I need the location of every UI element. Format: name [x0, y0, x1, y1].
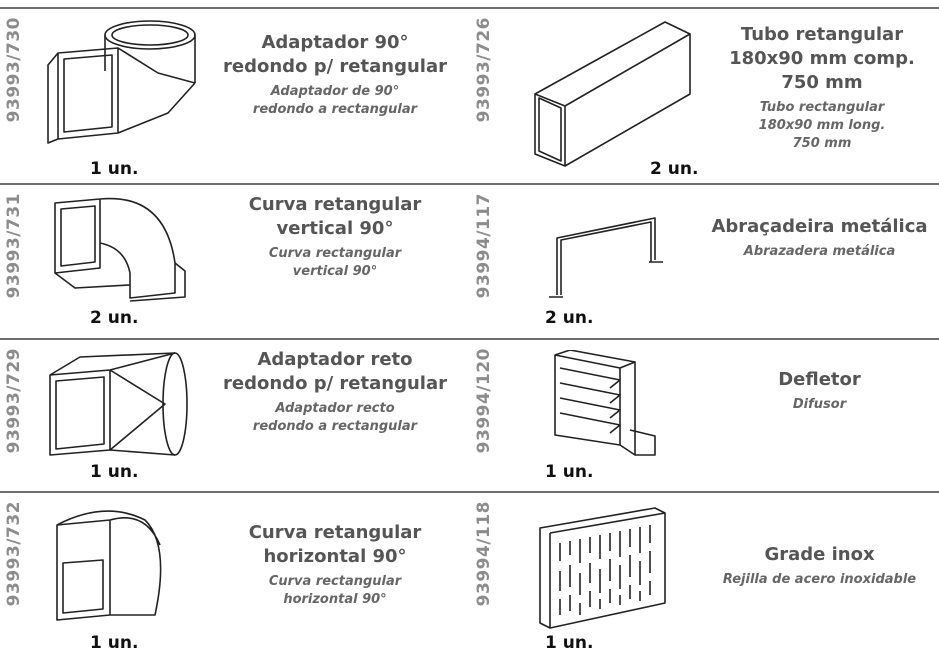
quantity: 1 un. [90, 462, 139, 482]
product-text: Curva retangular horizontal 90° Curva rect… [220, 521, 450, 609]
subtitle-line: redondo a rectangular [252, 102, 418, 117]
product-image [554, 350, 656, 456]
title-line: redondo p/ retangular [223, 373, 447, 394]
subtitle-line: Adaptador recto [275, 401, 395, 416]
product-code: 93994/117 [474, 193, 494, 299]
subtitle-line: 180x90 mm long. [758, 118, 886, 133]
product-text: Adaptador 90° redondo p/ retangular Adapta… [220, 31, 450, 119]
product-image [54, 197, 186, 302]
title-line: Grade inox [764, 544, 875, 565]
subtitle-line: Abrazadera metálica [743, 244, 896, 259]
quantity: 2 un. [650, 159, 699, 179]
title-line: horizontal 90° [263, 546, 407, 567]
product-cell: 93993/732 1 un. Curva retangular horizontal… [0, 493, 469, 660]
product-text: Adaptador reto redondo p/ retangular Adapt… [220, 348, 450, 436]
product-cell: 93994/117 2 un. Abraçadeira metálica Abraza… [470, 185, 939, 338]
title-line: Curva retangular [248, 194, 422, 215]
title-line: Curva retangular [248, 522, 422, 543]
divider [0, 7, 939, 9]
title-line: 180x90 mm comp. [729, 48, 915, 69]
title-line: 750 mm [781, 72, 863, 93]
quantity: 1 un. [545, 633, 594, 653]
subtitle-line: Curva rectangular [268, 574, 402, 589]
product-cell: 93993/730 1 un. Adaptador 90° redondo p/ re… [0, 9, 469, 183]
title-line: Defletor [778, 369, 861, 390]
product-image [56, 510, 162, 621]
product-image [539, 507, 666, 629]
product-code: 93994/120 [474, 348, 494, 454]
title-line: redondo p/ retangular [223, 56, 447, 77]
quantity: 2 un. [545, 308, 594, 328]
title-line: Tubo retangular [740, 24, 904, 45]
quantity: 1 un. [545, 462, 594, 482]
subtitle-line: Tubo rectangular [759, 100, 885, 115]
divider [0, 183, 939, 185]
subtitle-line: horizontal 90° [283, 592, 387, 607]
product-text: Tubo retangular 180x90 mm comp. 750 mm Tubo… [705, 23, 939, 153]
subtitle-line: Rejilla de acero inoxidable [722, 572, 917, 587]
product-text: Abraçadeira metálica Abrazadera metálica [700, 215, 939, 261]
product-cell: 93993/726 2 un. Tubo retangular 180x90 mm c… [470, 9, 939, 183]
product-text: Grade inox Rejilla de acero inoxidable [700, 543, 939, 589]
product-image [549, 217, 663, 298]
product-image [49, 352, 188, 456]
product-image [534, 21, 691, 167]
product-code: 93993/726 [474, 17, 494, 123]
title-line: Abraçadeira metálica [711, 216, 928, 237]
product-text: Curva retangular vertical 90° Curva rectan… [220, 193, 450, 281]
subtitle-line: 750 mm [792, 136, 852, 151]
subtitle-line: vertical 90° [292, 264, 378, 279]
product-code: 93993/731 [4, 193, 24, 299]
product-cell: 93994/120 1 un. Defletor Difusor [470, 340, 939, 491]
subtitle-line: Adaptador de 90° [270, 84, 400, 99]
subtitle-line: redondo a rectangular [252, 419, 418, 434]
product-cell: 93993/731 2 un. Curva retangular vertical 9… [0, 185, 469, 338]
subtitle-line: Curva rectangular [268, 246, 402, 261]
divider [0, 338, 939, 340]
quantity: 1 un. [90, 633, 139, 653]
quantity: 1 un. [90, 159, 139, 179]
product-text: Defletor Difusor [700, 368, 939, 414]
subtitle-line: Difusor [792, 397, 847, 412]
title-line: vertical 90° [276, 218, 394, 239]
product-image [47, 20, 196, 144]
quantity: 2 un. [90, 308, 139, 328]
title-line: Adaptador 90° [261, 32, 409, 53]
product-code: 93993/730 [4, 17, 24, 123]
product-code: 93994/118 [474, 501, 494, 607]
product-code: 93993/732 [4, 501, 24, 607]
divider [0, 491, 939, 493]
title-line: Adaptador reto [257, 349, 413, 370]
product-code: 93993/729 [4, 348, 24, 454]
product-cell: 93994/118 1 un. Grade inox Rejilla de acero… [470, 493, 939, 660]
product-cell: 93993/729 1 un. Adaptador reto redondo p/ r… [0, 340, 469, 491]
